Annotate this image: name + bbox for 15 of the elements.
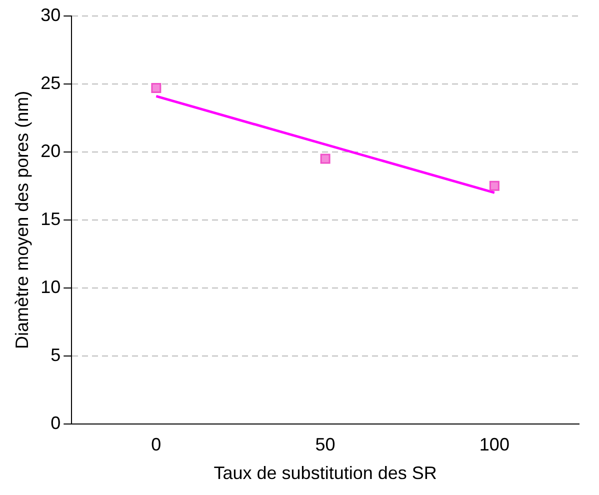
x-tick-label: 100 bbox=[479, 434, 510, 455]
y-tick-label: 20 bbox=[40, 140, 61, 161]
y-tick-label: 30 bbox=[40, 4, 61, 25]
x-tick-label: 50 bbox=[315, 434, 336, 455]
y-tick-label: 10 bbox=[40, 276, 61, 297]
y-axis-title: Diamètre moyen des pores (nm) bbox=[12, 90, 32, 349]
point bbox=[489, 180, 500, 191]
y-tick-label: 25 bbox=[40, 72, 61, 93]
point bbox=[151, 83, 162, 94]
x-tick-label: 0 bbox=[151, 434, 162, 455]
point bbox=[320, 154, 330, 164]
x-axis-title: Taux de substitution des SR bbox=[214, 463, 437, 484]
y-tick-label: 5 bbox=[50, 344, 61, 365]
y-tick-label: 15 bbox=[40, 208, 61, 229]
y-tick-label: 0 bbox=[50, 412, 61, 433]
